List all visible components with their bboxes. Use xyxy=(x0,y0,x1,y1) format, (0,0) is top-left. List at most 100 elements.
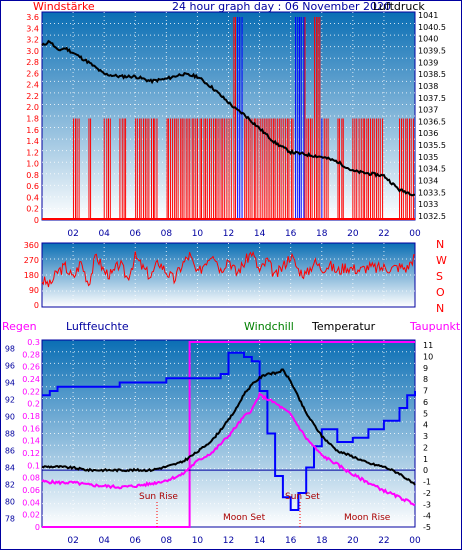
temperature-axis: -5 -4 -3 -2 -1 0 1 2 3 4 5 6 7 8 9 10 11 xyxy=(423,341,433,532)
humidity-tick-label: 92 xyxy=(5,396,15,405)
panel1-wind-bars xyxy=(42,17,415,220)
windspeed-tick-label: 0.4 xyxy=(26,193,39,202)
panel1-time-axis: 02 04 06 08 10 12 14 16 18 20 22 00 xyxy=(67,229,421,239)
regen-label: Regen xyxy=(2,320,37,333)
windspeed-tick-label: 3.6 xyxy=(26,13,39,22)
windspeed-tick-label: 1.8 xyxy=(26,115,39,124)
pressure-tick-label: 1035.5 xyxy=(418,141,446,150)
windspeed-tick-label: 1.2 xyxy=(26,148,39,157)
direction-tick-label: 360 xyxy=(24,241,39,250)
pressure-tick-label: 1038 xyxy=(418,82,438,91)
rain-tick-label: 0 xyxy=(35,523,40,532)
panel3-time-tick-label: 08 xyxy=(161,536,173,546)
rain-tick-label: 0.14 xyxy=(22,437,40,446)
panel1-windspeed-axis: 0 0.2 0.4 0.6 0.8 1.0 1.2 1.4 1.6 1.8 2.0 2.2 2.4 2.6… xyxy=(26,13,39,225)
windspeed-tick-label: 2.6 xyxy=(26,69,39,78)
compass-label: O xyxy=(436,286,445,299)
panel1-time-tick-label: 20 xyxy=(347,229,359,239)
windspeed-tick-label: 0.2 xyxy=(26,205,39,214)
luftfeuchte-label: Luftfeuchte xyxy=(66,320,129,333)
humidity-tick-label: 78 xyxy=(5,515,15,524)
panel1-time-tick-label: 04 xyxy=(98,229,110,239)
temperature-tick-label: 2 xyxy=(423,443,428,452)
temperature-tick-label: 7 xyxy=(423,387,428,396)
windspeed-tick-label: 3.0 xyxy=(26,47,39,56)
panel3-time-tick-label: 14 xyxy=(254,536,266,546)
panel3-time-tick-label: 00 xyxy=(409,536,421,546)
panel1-time-tick-label: 14 xyxy=(254,229,266,239)
temperature-tick-label: 5 xyxy=(423,409,428,418)
pressure-tick-label: 1037.5 xyxy=(418,94,446,103)
panel2-direction-axis: 0 90 180 270 360 xyxy=(24,241,39,310)
direction-tick-label: 270 xyxy=(24,256,39,265)
pressure-tick-label: 1041 xyxy=(418,11,438,20)
pressure-tick-label: 1040.5 xyxy=(418,23,446,32)
direction-tick-label: 90 xyxy=(29,286,39,295)
chart-title: 24 hour graph day : 06 November 2020 xyxy=(172,0,391,13)
rain-tick-label: 0.2 xyxy=(27,400,40,409)
luftdruck-label: Luftdruck xyxy=(373,0,425,13)
compass-label: N xyxy=(436,238,444,251)
panel1-time-tick-label: 02 xyxy=(67,229,78,239)
windspeed-tick-label: 0.8 xyxy=(26,171,39,180)
humidity-tick-label: 88 xyxy=(5,430,15,439)
rain-tick-label: 0.26 xyxy=(22,363,40,372)
temperature-tick-label: -4 xyxy=(423,512,431,521)
temperature-tick-label: 0 xyxy=(423,466,428,475)
humidity-tick-label: 96 xyxy=(5,362,15,371)
windspeed-tick-label: 2.4 xyxy=(26,81,39,90)
compass-label: W xyxy=(436,254,447,267)
temperature-tick-label: -5 xyxy=(423,523,431,532)
temperature-tick-label: -1 xyxy=(423,478,431,487)
humidity-tick-label: 80 xyxy=(5,498,15,507)
panel1-time-tick-label: 10 xyxy=(192,229,204,239)
pressure-tick-label: 1038.5 xyxy=(418,70,446,79)
panel1-time-tick-label: 18 xyxy=(316,229,328,239)
pressure-tick-label: 1032.5 xyxy=(418,212,446,221)
wind-direction-line xyxy=(41,250,416,288)
humidity-tick-label: 82 xyxy=(5,481,15,490)
dewpoint-line xyxy=(41,391,416,506)
rain-tick-label: 0.24 xyxy=(22,375,40,384)
rain-axis: 0 0.02 0.04 0.06 0.08 0.1 0.12 0.14 0.16 0.18 0.2 0… xyxy=(22,338,40,532)
rain-tick-label: 0.06 xyxy=(22,486,40,495)
panel3-time-tick-label: 02 xyxy=(67,536,78,546)
compass-label: N xyxy=(436,302,444,315)
panel3-time-tick-label: 18 xyxy=(316,536,328,546)
windspeed-tick-label: 2.8 xyxy=(26,58,39,67)
panel1-time-tick-label: 16 xyxy=(285,229,297,239)
pressure-tick-label: 1037 xyxy=(418,106,438,115)
pressure-tick-label: 1033 xyxy=(418,200,438,209)
direction-tick-label: 180 xyxy=(24,271,39,280)
panel3-time-tick-label: 04 xyxy=(98,536,110,546)
compass-label: S xyxy=(436,270,443,283)
windspeed-tick-label: 2.0 xyxy=(26,103,39,112)
rain-tick-label: 0.28 xyxy=(22,350,40,359)
pressure-tick-label: 1036 xyxy=(418,129,438,138)
humidity-tick-label: 90 xyxy=(5,413,15,422)
panel1-time-tick-label: 12 xyxy=(223,229,234,239)
pressure-tick-label: 1034.5 xyxy=(418,165,446,174)
temperature-tick-label: 9 xyxy=(423,364,428,373)
sun-rise-label: Sun Rise xyxy=(139,492,178,502)
panel3-time-tick-label: 10 xyxy=(192,536,204,546)
windspeed-tick-label: 0.6 xyxy=(26,182,39,191)
panel1-time-tick-label: 22 xyxy=(378,229,389,239)
temperatur-label: Temperatur xyxy=(311,320,376,333)
windchill-label: Windchill xyxy=(244,320,294,333)
rain-tick-label: 0.18 xyxy=(22,412,40,421)
windspeed-tick-label: 1.4 xyxy=(26,137,39,146)
panel1-time-tick-label: 06 xyxy=(130,229,142,239)
windspeed-tick-label: 0 xyxy=(34,216,39,225)
panel3-time-axis: 02 04 06 08 10 12 14 16 18 20 22 00 xyxy=(67,536,421,546)
pressure-tick-label: 1040 xyxy=(418,35,438,44)
humidity-tick-label: 98 xyxy=(5,345,15,354)
panel1-grid xyxy=(42,12,415,220)
rain-tick-label: 0.02 xyxy=(22,511,40,520)
rain-tick-label: 0.04 xyxy=(22,498,40,507)
humidity-tick-label: 94 xyxy=(5,379,15,388)
moon-set-label: Moon Set xyxy=(223,513,266,523)
rain-tick-label: 0.16 xyxy=(22,424,40,433)
